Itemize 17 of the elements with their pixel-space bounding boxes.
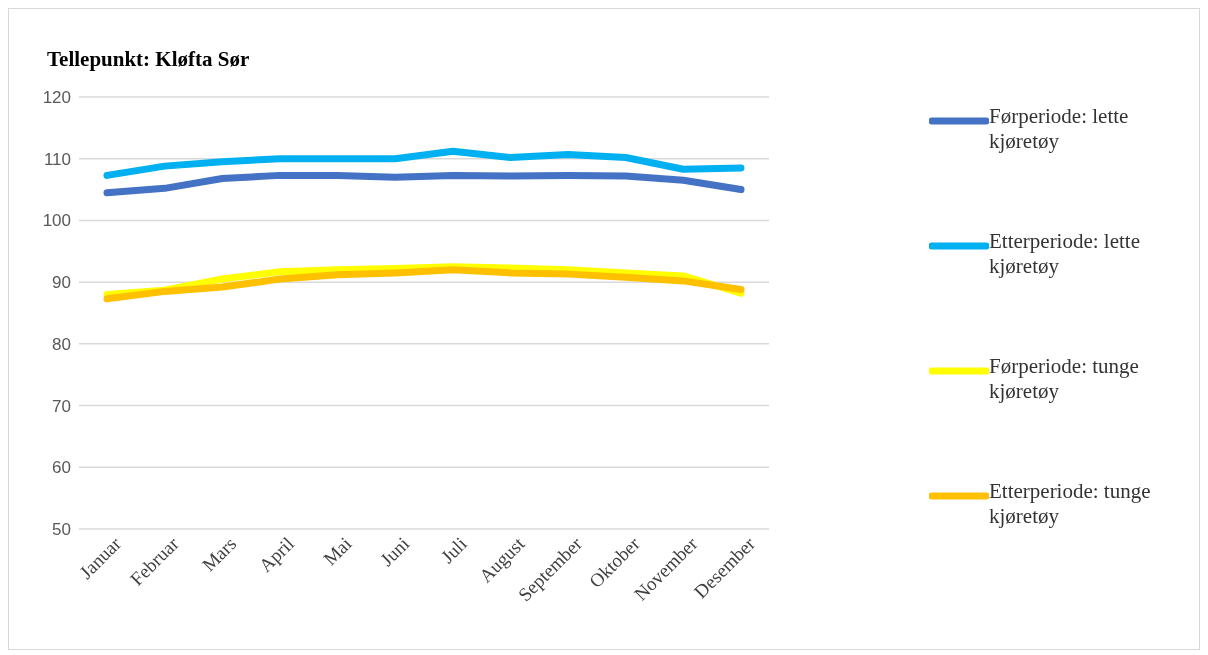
y-tick-label: 80 <box>52 334 71 354</box>
y-tick-label: 50 <box>52 520 71 540</box>
legend-label: Etterperiode: lette kjøretøy <box>989 229 1141 279</box>
y-tick-label: 100 <box>42 211 71 231</box>
legend-label: Etterperiode: tunge kjøretøy <box>989 479 1152 529</box>
x-tick-label: Juli <box>436 532 471 568</box>
x-tick-label: Juni <box>376 532 414 571</box>
x-tick-label: Mai <box>319 532 356 570</box>
y-tick-label: 110 <box>43 149 71 169</box>
y-tick-label: 120 <box>42 88 71 108</box>
x-tick-label: Mars <box>197 532 241 576</box>
y-tick-label: 70 <box>52 396 71 416</box>
chart-title: Tellepunkt: Kløfta Sør <box>47 47 250 72</box>
y-tick-label: 90 <box>52 273 71 293</box>
y-tick-label: 60 <box>52 458 71 478</box>
legend-label: Førperiode: lette kjøretøy <box>989 104 1130 154</box>
legend-label: Førperiode: tunge kjøretøy <box>989 354 1140 404</box>
